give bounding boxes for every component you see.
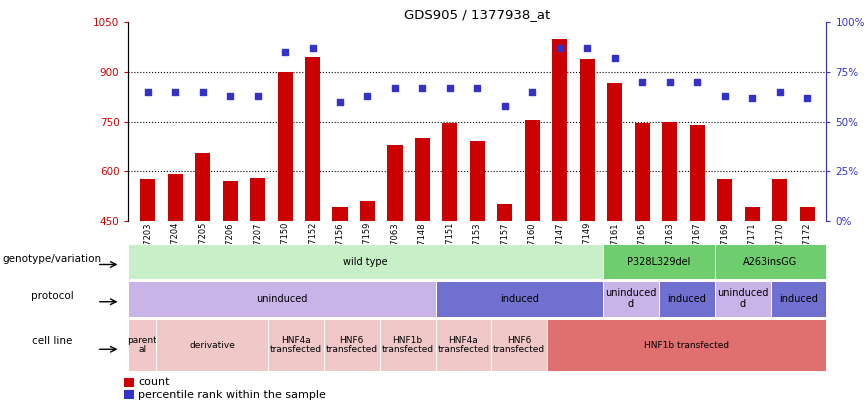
Bar xyxy=(580,59,595,369)
Bar xyxy=(332,207,347,369)
Bar xyxy=(443,123,457,369)
Text: HNF4a
transfected: HNF4a transfected xyxy=(437,336,490,354)
Point xyxy=(718,92,732,99)
Point xyxy=(443,85,457,91)
Text: uninduced: uninduced xyxy=(256,294,307,304)
Bar xyxy=(772,179,787,369)
Text: uninduced
d: uninduced d xyxy=(717,288,768,309)
Point xyxy=(581,45,595,51)
Bar xyxy=(635,123,650,369)
Bar xyxy=(360,201,375,369)
Point xyxy=(690,79,704,85)
Text: HNF4a
transfected: HNF4a transfected xyxy=(270,336,322,354)
Point xyxy=(773,89,786,95)
Point xyxy=(306,45,319,51)
Bar xyxy=(168,175,183,369)
Point xyxy=(141,89,155,95)
Point xyxy=(498,102,512,109)
Text: HNF6
transfected: HNF6 transfected xyxy=(493,336,545,354)
Bar xyxy=(387,145,403,369)
Bar xyxy=(717,179,733,369)
Text: percentile rank within the sample: percentile rank within the sample xyxy=(138,390,326,400)
Text: HNF1b
transfected: HNF1b transfected xyxy=(382,336,434,354)
Text: derivative: derivative xyxy=(189,341,235,350)
Bar xyxy=(608,83,622,369)
Point xyxy=(553,45,567,51)
Text: wild type: wild type xyxy=(344,257,388,266)
Bar xyxy=(497,204,512,369)
Point xyxy=(195,89,209,95)
Text: HNF6
transfected: HNF6 transfected xyxy=(326,336,378,354)
Bar xyxy=(124,378,135,387)
Bar xyxy=(195,153,210,369)
Point xyxy=(251,92,265,99)
Title: GDS905 / 1377938_at: GDS905 / 1377938_at xyxy=(404,8,550,21)
Bar xyxy=(222,181,238,369)
Point xyxy=(388,85,402,91)
Text: protocol: protocol xyxy=(30,291,74,301)
Bar xyxy=(470,141,485,369)
Point xyxy=(800,94,814,101)
Bar xyxy=(305,57,320,369)
Point xyxy=(635,79,649,85)
Text: A263insGG: A263insGG xyxy=(743,257,798,266)
Text: induced: induced xyxy=(779,294,818,304)
Text: HNF1b transfected: HNF1b transfected xyxy=(644,341,729,350)
Bar xyxy=(124,390,135,399)
Text: cell line: cell line xyxy=(32,336,72,346)
Text: uninduced
d: uninduced d xyxy=(605,288,656,309)
Bar xyxy=(552,39,568,369)
Bar xyxy=(140,179,155,369)
Text: induced: induced xyxy=(500,294,539,304)
Point xyxy=(470,85,484,91)
Text: genotype/variation: genotype/variation xyxy=(3,254,102,264)
Point xyxy=(278,49,292,55)
Point xyxy=(608,55,621,61)
Point xyxy=(525,89,539,95)
Point xyxy=(663,79,677,85)
Point xyxy=(360,92,374,99)
Text: induced: induced xyxy=(667,294,707,304)
Bar xyxy=(525,120,540,369)
Bar xyxy=(690,125,705,369)
Point xyxy=(746,94,760,101)
Bar xyxy=(415,138,430,369)
Text: P328L329del: P328L329del xyxy=(628,257,691,266)
Text: count: count xyxy=(138,377,170,388)
Bar xyxy=(250,178,265,369)
Bar xyxy=(745,207,760,369)
Bar xyxy=(662,122,677,369)
Point xyxy=(333,98,347,105)
Bar xyxy=(278,72,293,369)
Bar xyxy=(799,207,815,369)
Text: parent
al: parent al xyxy=(128,336,157,354)
Point xyxy=(168,89,182,95)
Point xyxy=(416,85,430,91)
Point xyxy=(223,92,237,99)
